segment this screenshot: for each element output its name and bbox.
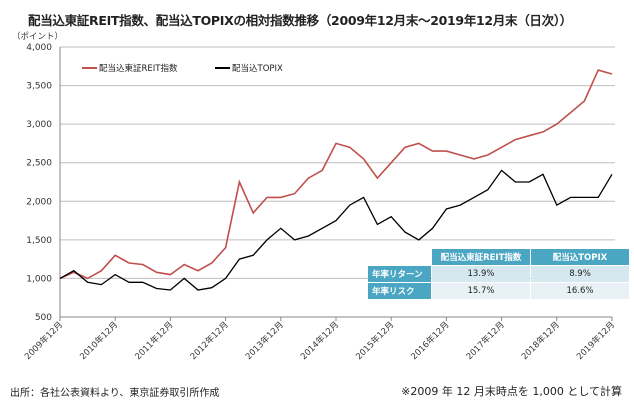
y-tick-label: 1,000 (26, 274, 52, 284)
series-line (59, 169, 613, 291)
y-tick-label: 3,000 (26, 120, 52, 130)
y-axis-unit: （ポイント） (12, 32, 64, 42)
y-tick-label: 2,500 (26, 159, 52, 169)
table-header: 配当込TOPIX (531, 249, 629, 265)
row-label: 年率リターン (368, 266, 431, 282)
legend-label: 配当込TOPIX (232, 63, 283, 74)
legend-label: 配当込東証REIT指数 (99, 63, 178, 74)
stats-table: 配当込東証REIT指数 配当込TOPIX 年率リターン 13.9% 8.9% 年… (367, 248, 630, 300)
table-cell: 8.9% (531, 266, 629, 282)
y-tick-label: 1,500 (26, 236, 52, 246)
table-row: 年率リスク 15.7% 16.6% (368, 283, 629, 299)
table-cell: 15.7% (432, 283, 530, 299)
table-corner (368, 249, 431, 265)
table-cell: 16.6% (531, 283, 629, 299)
chart-title: 配当込東証REIT指数、配当込TOPIXの相対指数推移（2009年12月末～20… (28, 13, 572, 28)
y-tick-label: 2,000 (26, 197, 52, 207)
row-label: 年率リスク (368, 283, 431, 299)
x-tick-label: 2019年12月 (574, 319, 617, 362)
y-tick-label: 4,000 (26, 43, 52, 53)
x-tick-label: 2015年12月 (354, 319, 397, 362)
x-tick-label: 2016年12月 (409, 319, 452, 362)
source-note: 出所：各社公表資料より、東京証券取引所作成 (10, 388, 220, 399)
x-tick-label: 2012年12月 (188, 319, 231, 362)
x-tick-label: 2014年12月 (298, 319, 341, 362)
x-tick-label: 2010年12月 (78, 319, 121, 362)
series-line (59, 69, 613, 280)
x-tick-label: 2017年12月 (464, 319, 507, 362)
baseline-note: ※2009 年 12 月末時点を 1,000 として計算 (401, 385, 622, 398)
x-tick-label: 2018年12月 (519, 319, 562, 362)
y-tick-label: 500 (35, 313, 52, 323)
table-row: 年率リターン 13.9% 8.9% (368, 266, 629, 282)
table-cell: 13.9% (432, 266, 530, 282)
table-header-row: 配当込東証REIT指数 配当込TOPIX (368, 249, 629, 265)
y-tick-label: 3,500 (26, 82, 52, 92)
x-tick-label: 2013年12月 (243, 319, 286, 362)
x-tick-label: 2009年12月 (22, 319, 65, 362)
table-header: 配当込東証REIT指数 (432, 249, 530, 265)
x-tick-label: 2011年12月 (133, 319, 176, 362)
